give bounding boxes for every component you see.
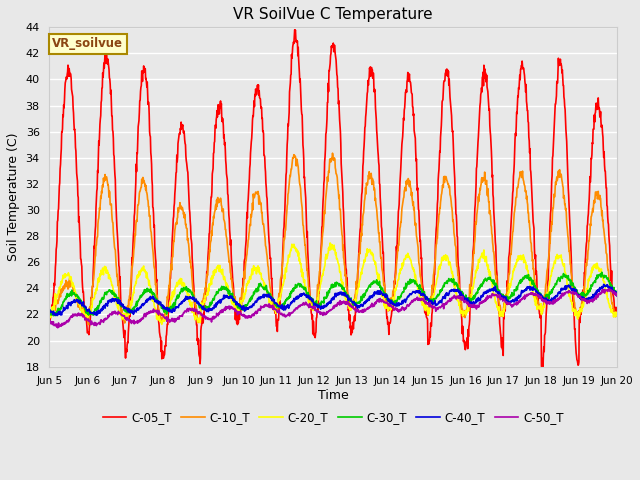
C-30_T [158,305,166,311]
C-20_T [422,306,430,312]
C-10_T [45,310,53,315]
C-05_T [45,316,53,322]
C-30_T [422,295,429,300]
Line: C-40_T: C-40_T [49,284,617,315]
C-05_T [496,321,504,326]
C-20_T [45,315,53,321]
C-20_T [172,283,180,288]
C-50_T [546,301,554,307]
C-40_T [158,303,166,309]
C-20_T [236,307,243,312]
C-50_T [613,292,621,298]
C-10_T [422,308,430,314]
C-50_T [158,311,166,317]
C-50_T [45,318,53,324]
C-10_T [236,306,243,312]
C-30_T [50,313,58,319]
C-05_T [547,218,554,224]
C-05_T [172,178,179,184]
C-30_T [172,297,180,302]
C-10_T [547,240,554,246]
C-40_T [422,297,429,302]
C-30_T [45,310,53,315]
C-20_T [613,312,621,317]
Line: C-10_T: C-10_T [49,153,617,324]
Line: C-20_T: C-20_T [49,243,617,324]
C-20_T [547,277,554,283]
C-40_T [546,297,554,303]
C-40_T [54,312,61,318]
C-05_T [538,369,546,374]
C-50_T [54,325,61,331]
C-50_T [422,298,429,304]
C-40_T [236,301,243,307]
Text: VR_soilvue: VR_soilvue [52,37,124,50]
C-30_T [236,306,243,312]
C-50_T [172,318,180,324]
C-50_T [496,292,504,298]
Y-axis label: Soil Temperature (C): Soil Temperature (C) [7,132,20,261]
C-10_T [613,312,621,317]
C-20_T [496,309,504,314]
C-10_T [329,150,337,156]
C-10_T [172,220,180,226]
Title: VR SoilVue C Temperature: VR SoilVue C Temperature [234,7,433,22]
X-axis label: Time: Time [317,389,349,402]
C-05_T [236,315,243,321]
C-40_T [600,281,607,287]
Line: C-50_T: C-50_T [49,289,617,328]
Line: C-05_T: C-05_T [49,30,617,372]
C-20_T [158,319,166,324]
C-30_T [546,289,554,295]
C-30_T [613,289,621,295]
C-05_T [158,356,166,362]
C-40_T [613,293,621,299]
C-20_T [326,240,334,246]
C-40_T [496,290,504,296]
C-10_T [84,322,92,327]
Legend: C-05_T, C-10_T, C-20_T, C-30_T, C-40_T, C-50_T: C-05_T, C-10_T, C-20_T, C-30_T, C-40_T, … [98,406,568,429]
C-20_T [158,322,166,327]
C-05_T [613,309,621,314]
C-10_T [496,302,504,308]
C-50_T [605,286,612,292]
C-05_T [422,311,429,317]
C-50_T [236,311,243,316]
C-05_T [291,27,298,33]
C-40_T [45,307,53,313]
C-30_T [496,288,504,293]
C-10_T [158,320,166,325]
C-30_T [598,269,605,275]
C-40_T [172,305,180,311]
Line: C-30_T: C-30_T [49,272,617,316]
